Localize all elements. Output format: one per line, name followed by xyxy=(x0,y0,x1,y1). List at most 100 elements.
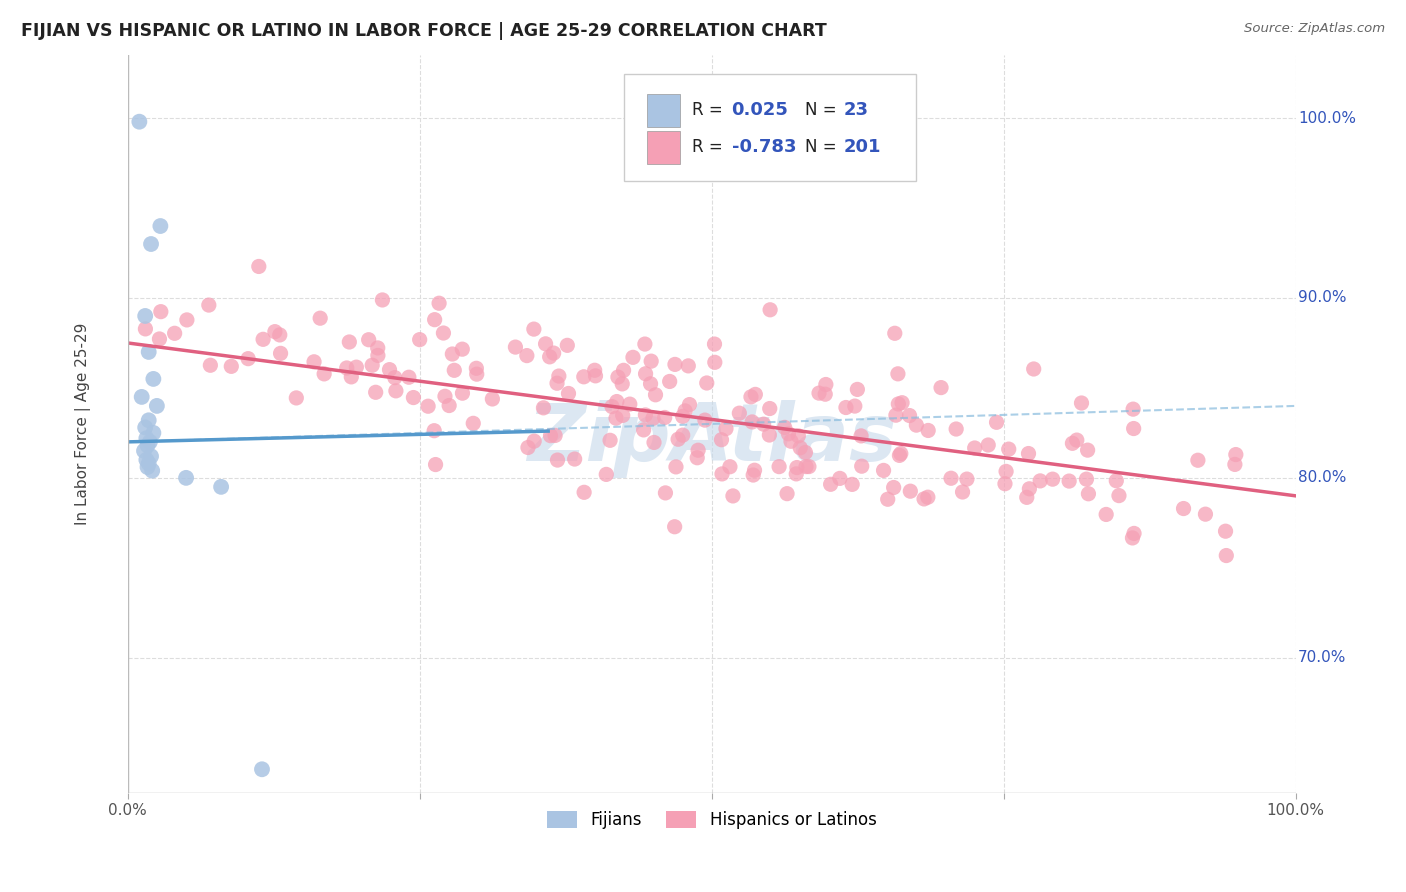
Point xyxy=(721,489,744,503)
Point xyxy=(605,411,627,425)
Point xyxy=(564,452,586,467)
Point xyxy=(344,360,367,375)
Point xyxy=(758,428,780,442)
Point xyxy=(523,434,546,449)
Bar xyxy=(647,131,681,164)
Point xyxy=(247,260,270,274)
Legend: Fijians, Hispanics or Latinos: Fijians, Hispanics or Latinos xyxy=(540,805,883,836)
Text: 100.0%: 100.0% xyxy=(1298,111,1355,126)
Point xyxy=(658,375,681,389)
Point xyxy=(883,481,905,495)
Point xyxy=(269,327,291,342)
Text: 201: 201 xyxy=(844,138,882,156)
Point xyxy=(758,401,780,416)
Point xyxy=(141,464,163,478)
Point xyxy=(1187,453,1209,467)
Text: 80.0%: 80.0% xyxy=(1298,470,1347,485)
Point xyxy=(128,114,150,128)
Point xyxy=(621,351,644,365)
Point xyxy=(619,397,641,411)
Point xyxy=(672,409,695,424)
Point xyxy=(728,406,751,420)
Point xyxy=(451,342,474,356)
Point xyxy=(367,348,389,362)
Point xyxy=(538,350,561,364)
Point xyxy=(148,332,170,346)
Point xyxy=(139,237,162,252)
Text: 70.0%: 70.0% xyxy=(1298,650,1347,665)
Point xyxy=(1215,524,1237,539)
Point xyxy=(465,367,488,381)
Point xyxy=(600,400,623,414)
Point xyxy=(132,443,155,458)
Point xyxy=(814,387,837,401)
Point xyxy=(986,415,1008,429)
Point xyxy=(416,399,439,413)
Point xyxy=(481,392,503,406)
Point xyxy=(844,399,866,413)
Point xyxy=(776,486,799,500)
Point xyxy=(533,401,555,415)
Point xyxy=(463,417,485,431)
Point xyxy=(956,472,979,486)
Point xyxy=(432,326,454,340)
Point xyxy=(633,423,655,437)
Point xyxy=(385,384,408,398)
Point xyxy=(136,438,159,452)
Point xyxy=(149,304,172,318)
Point xyxy=(138,457,160,471)
Point xyxy=(139,434,162,449)
Point xyxy=(555,338,578,352)
Point xyxy=(134,420,156,434)
Point xyxy=(425,458,447,472)
Point xyxy=(634,408,657,422)
Point xyxy=(285,391,308,405)
Point xyxy=(142,372,165,386)
Point xyxy=(742,468,765,483)
Point xyxy=(1122,402,1144,417)
Point xyxy=(939,471,962,485)
Text: 23: 23 xyxy=(844,102,869,120)
Point xyxy=(898,484,921,499)
Point xyxy=(309,311,332,326)
Point xyxy=(1070,396,1092,410)
Text: -0.783: -0.783 xyxy=(731,138,796,156)
Point xyxy=(408,333,430,347)
FancyBboxPatch shape xyxy=(624,73,917,180)
Point xyxy=(997,442,1019,457)
Point xyxy=(443,363,465,377)
Point xyxy=(139,450,162,464)
Point xyxy=(523,322,546,336)
Point xyxy=(146,399,169,413)
Point xyxy=(135,431,157,445)
Point xyxy=(543,346,565,360)
Point xyxy=(744,387,766,401)
Point xyxy=(1076,472,1098,486)
Point xyxy=(221,359,243,374)
Point xyxy=(198,298,221,312)
Point xyxy=(917,424,939,438)
Point xyxy=(134,309,156,323)
Point xyxy=(711,467,734,481)
Point xyxy=(1062,436,1084,450)
Point xyxy=(884,408,907,422)
Point xyxy=(703,355,725,369)
Point xyxy=(314,367,336,381)
Point xyxy=(696,376,718,390)
Point xyxy=(176,313,198,327)
Point xyxy=(423,424,446,438)
Point xyxy=(544,428,567,442)
Point xyxy=(898,409,921,423)
Point xyxy=(337,334,360,349)
Point xyxy=(613,363,636,377)
Point xyxy=(664,358,686,372)
Point xyxy=(786,460,808,475)
Point xyxy=(1173,501,1195,516)
Point xyxy=(876,492,898,507)
Point xyxy=(585,368,607,383)
Point xyxy=(1194,507,1216,521)
Point xyxy=(634,367,657,381)
Point xyxy=(1108,489,1130,503)
Point xyxy=(423,312,446,326)
Text: In Labor Force | Age 25-29: In Labor Force | Age 25-29 xyxy=(76,323,91,525)
